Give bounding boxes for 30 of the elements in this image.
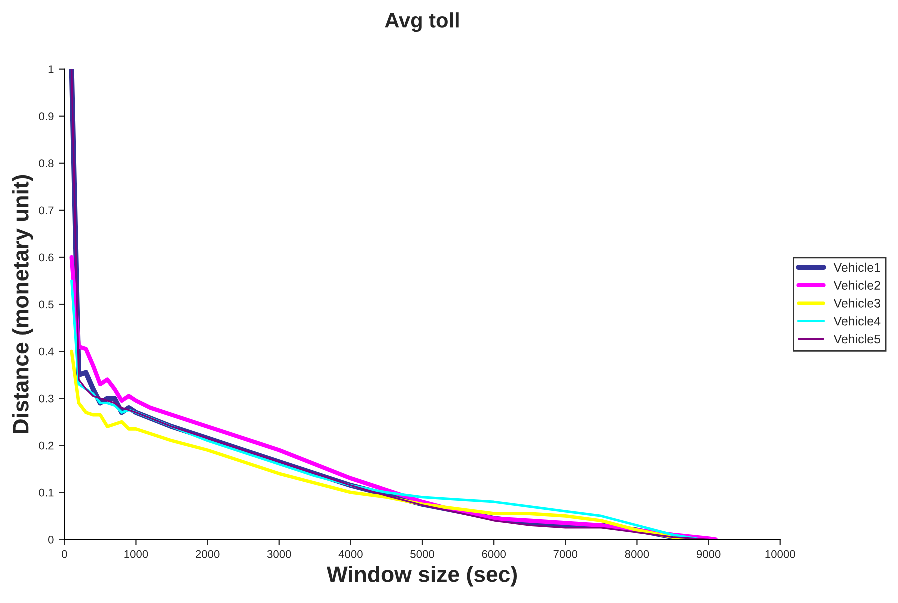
x-tick-label: 4000 [338, 550, 363, 558]
y-tick-label: 0.9 [39, 112, 54, 121]
y-tick-label: 0.5 [39, 300, 54, 309]
legend-label: Vehicle2 [834, 280, 880, 290]
x-tick-label: 8000 [625, 550, 650, 558]
x-tick-label: 2000 [196, 550, 220, 558]
y-tick-label: 0.8 [39, 160, 54, 168]
x-tick-label: 1000 [124, 550, 148, 558]
y-tick-label: 1 [48, 66, 54, 74]
x-tick-label: 10000 [766, 550, 796, 558]
legend-label: Vehicle4 [834, 316, 881, 326]
y-tick-label: 0.6 [39, 254, 54, 262]
x-tick-label: 9000 [696, 550, 721, 558]
y-tick-label: 0.3 [39, 394, 54, 403]
y-tick-label: 0 [48, 536, 54, 544]
x-tick-label: 3000 [267, 550, 292, 558]
y-tick-label: 0.4 [39, 348, 54, 356]
legend-label: Vehicle5 [834, 334, 881, 344]
y-tick-label: 0.2 [39, 442, 54, 450]
x-axis-title: Window size (sec) [326, 566, 518, 587]
y-axis-title: Distance (monetary unit) [12, 175, 34, 434]
chart-title: Avg toll [385, 12, 459, 32]
y-tick-label: 0.1 [39, 488, 54, 497]
x-tick-label: 7000 [554, 550, 578, 558]
legend-label: Vehicle3 [834, 298, 880, 308]
y-tick-label: 0.7 [39, 206, 54, 215]
x-tick-label: 0 [62, 550, 68, 558]
x-tick-label: 6000 [482, 550, 506, 558]
legend-label: Vehicle1 [834, 262, 880, 272]
x-tick-label: 5000 [410, 550, 434, 558]
